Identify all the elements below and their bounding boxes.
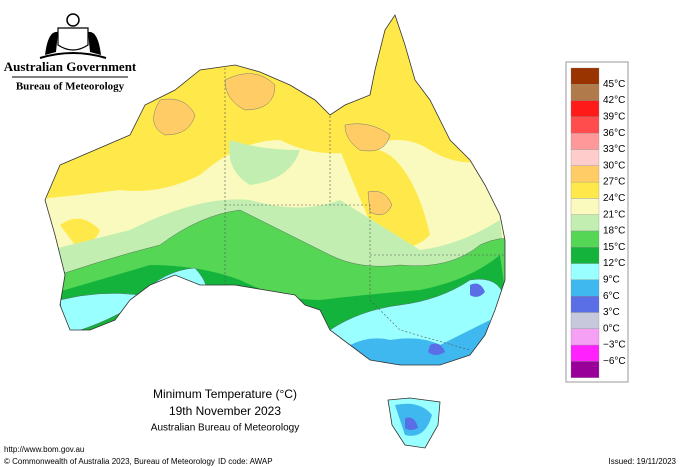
legend-label: 30°C xyxy=(603,160,625,171)
legend-label: 24°C xyxy=(603,193,625,204)
legend-swatch xyxy=(570,344,600,362)
legend-swatch xyxy=(570,296,600,313)
legend-label: 0°C xyxy=(603,323,620,334)
legend-swatch xyxy=(570,165,600,183)
legend-swatch xyxy=(570,214,600,232)
legend-label: 12°C xyxy=(603,258,625,269)
legend-label: 21°C xyxy=(603,209,625,220)
legend-label: 6°C xyxy=(603,291,620,302)
legend-swatch xyxy=(570,279,600,297)
crest xyxy=(39,13,107,59)
legend-label: 9°C xyxy=(603,275,620,286)
legend-label: 45°C xyxy=(603,79,625,90)
legend-label: 39°C xyxy=(603,112,625,123)
legend-swatch xyxy=(570,230,600,248)
legend-label: 3°C xyxy=(603,307,620,318)
legend-label: 36°C xyxy=(603,128,625,139)
legend-swatch xyxy=(570,133,600,150)
legend-label: 33°C xyxy=(603,144,625,155)
bureau-name: Bureau of Meteorology xyxy=(16,81,125,93)
legend-swatch xyxy=(570,198,600,215)
legend-label: 42°C xyxy=(603,95,625,106)
legend-label: 18°C xyxy=(603,226,625,237)
map-source: Australian Bureau of Meteorology xyxy=(151,423,299,434)
legend-swatch xyxy=(570,361,600,378)
legend-swatch xyxy=(570,263,600,281)
tasmania-coast xyxy=(387,397,441,449)
legend-label: 27°C xyxy=(603,177,625,188)
footer-id-code: ID code: AWAP xyxy=(218,457,273,466)
legend-label: 15°C xyxy=(603,242,625,253)
government-name: Australian Government xyxy=(4,59,137,74)
legend-swatch xyxy=(570,328,600,346)
legend: 45°C 42°C 39°C 36°C 33°C 30°C 27°C 24°C 21°C 18°C… xyxy=(565,61,629,383)
map-title: Minimum Temperature (°C) xyxy=(153,387,297,401)
footer-issued: Issued: 19/11/2023 xyxy=(609,457,677,466)
legend-swatch xyxy=(570,149,600,166)
footer-url: http://www.bom.gov.au xyxy=(4,445,84,454)
legend-swatch xyxy=(570,181,600,199)
legend-label: −3°C xyxy=(603,340,626,351)
legend-swatch xyxy=(570,247,600,264)
legend-swatch xyxy=(570,116,600,134)
legend-swatch xyxy=(570,100,600,118)
map-date: 19th November 2023 xyxy=(169,404,281,418)
legend-label: −6°C xyxy=(603,356,626,367)
footer-copyright: © Commonwealth of Australia 2023, Bureau… xyxy=(4,457,215,466)
legend-swatch xyxy=(570,67,600,85)
legend-swatch xyxy=(570,312,600,329)
legend-swatch xyxy=(570,84,600,101)
